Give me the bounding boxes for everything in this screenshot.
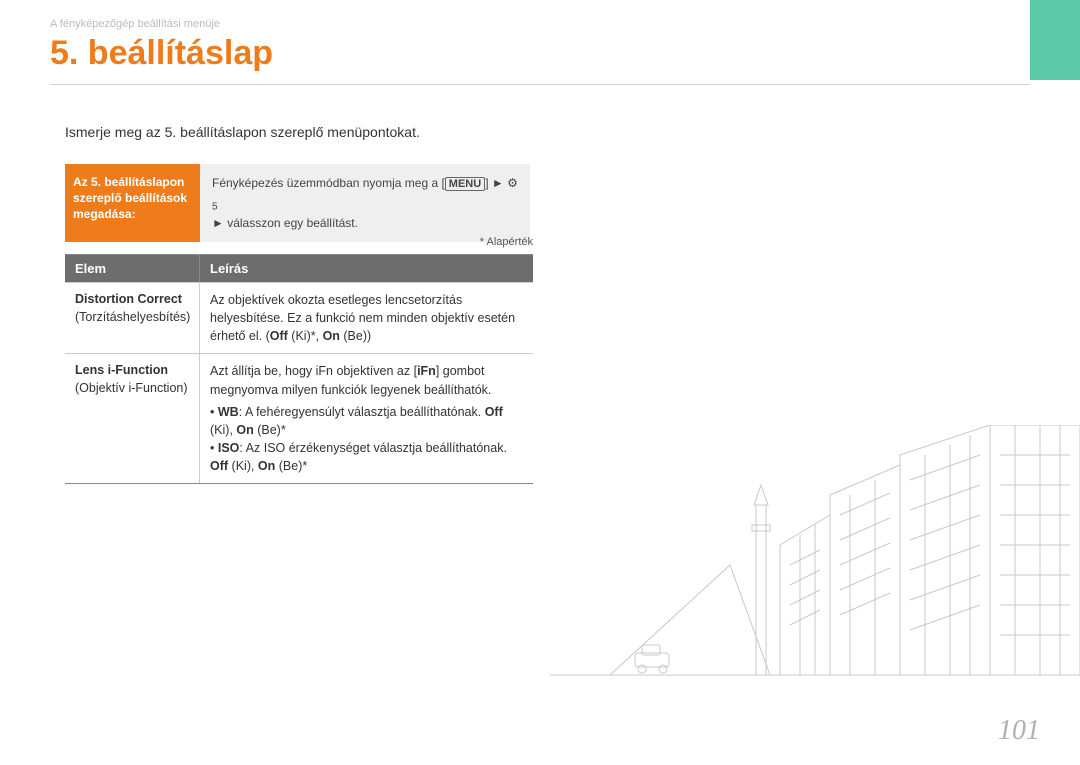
row1-on-sub: (Be)) xyxy=(340,329,371,343)
instruction-line2: ► válasszon egy beállítást. xyxy=(212,216,358,230)
row2-iso-on-sub: (Be)* xyxy=(275,459,307,473)
gear-sub: 5 xyxy=(212,201,218,212)
row2-bullet-iso: ISO: Az ISO érzékenységet választja beál… xyxy=(210,439,523,475)
menu-key-label: MENU xyxy=(445,177,485,191)
row2-iso-on: On xyxy=(258,459,275,473)
row2-bullet-wb: WB: A fehéregyensúlyt választja beállíth… xyxy=(210,403,523,439)
row2-wb-on: On xyxy=(236,423,253,437)
page-number: 101 xyxy=(998,715,1040,747)
row1-desc: Az objektívek okozta esetleges lencsetor… xyxy=(200,283,533,353)
row2-item-bold: Lens i-Function xyxy=(75,363,168,377)
page-container: A fényképezőgép beállítási menüje 5. beá… xyxy=(0,0,1080,765)
row2-bullets: WB: A fehéregyensúlyt választja beállíth… xyxy=(210,403,523,476)
divider xyxy=(50,84,1030,85)
row1-item-bold: Distortion Correct xyxy=(75,292,182,306)
row2-wb-text: : A fehéregyensúlyt választja beállíthat… xyxy=(239,405,485,419)
arrow-icon: ► xyxy=(492,176,504,190)
table-row: Lens i-Function (Objektív i-Function) Az… xyxy=(65,353,533,483)
breadcrumb: A fényképezőgép beállítási menüje xyxy=(50,18,220,30)
row2-iso-text: : Az ISO érzékenységet választja beállít… xyxy=(239,441,507,455)
instruction-label: Az 5. beállításlapon szereplő beállításo… xyxy=(65,164,200,242)
section-tab xyxy=(1030,0,1080,80)
row2-wb-off: Off xyxy=(485,405,503,419)
instruction-row: Az 5. beállításlapon szereplő beállításo… xyxy=(65,164,530,242)
page-title: 5. beállításlap xyxy=(50,34,273,73)
instruction-body: Fényképezés üzemmódban nyomja meg a [MEN… xyxy=(200,164,530,242)
row1-item-sub: (Torzításhelyesbítés) xyxy=(75,310,190,324)
row2-iso-off: Off xyxy=(210,459,228,473)
table-header-row: Elem Leírás xyxy=(65,255,533,282)
instruction-line1-post: ] xyxy=(485,176,492,190)
table-row: Distortion Correct (Torzításhelyesbítés)… xyxy=(65,282,533,353)
gear-icon: ⚙ xyxy=(507,174,518,192)
row2-iso-label: ISO xyxy=(218,441,240,455)
row2-wb-on-sub: (Be)* xyxy=(254,423,286,437)
row2-wb-label: WB xyxy=(218,405,239,419)
col2-header: Leírás xyxy=(200,255,533,282)
row2-item: Lens i-Function (Objektív i-Function) xyxy=(65,354,200,483)
row1-off: Off xyxy=(270,329,288,343)
default-note: * Alapérték xyxy=(65,236,533,248)
row2-item-sub: (Objektív i-Function) xyxy=(75,381,188,395)
row1-off-sub: (Ki)*, xyxy=(288,329,323,343)
decorative-illustration xyxy=(550,425,1080,725)
row2-desc: Azt állítja be, hogy iFn objektíven az [… xyxy=(200,354,533,483)
intro-text: Ismerje meg az 5. beállításlapon szerepl… xyxy=(65,124,420,140)
row2-wb-off-sub: (Ki), xyxy=(210,423,236,437)
row2-ifn: iFn xyxy=(417,364,436,378)
instruction-line1-pre: Fényképezés üzemmódban nyomja meg a [ xyxy=(212,176,445,190)
row1-item: Distortion Correct (Torzításhelyesbítés) xyxy=(65,283,200,353)
col1-header: Elem xyxy=(65,255,200,282)
row2-intro-pre: Azt állítja be, hogy iFn objektíven az [ xyxy=(210,364,417,378)
row1-on: On xyxy=(323,329,340,343)
row2-iso-off-sub: (Ki), xyxy=(228,459,258,473)
settings-table: Elem Leírás Distortion Correct (Torzítás… xyxy=(65,254,533,484)
